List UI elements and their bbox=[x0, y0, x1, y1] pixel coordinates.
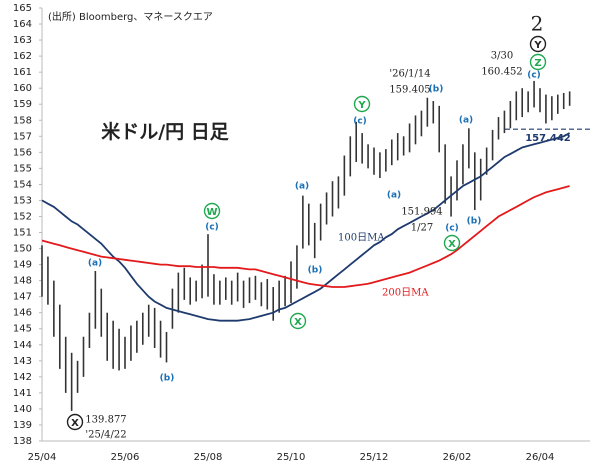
y-tick-label: 143 bbox=[13, 356, 32, 367]
wave-label: W bbox=[206, 207, 217, 218]
y-tick-label: 164 bbox=[13, 19, 32, 30]
x-tick-label: 25/10 bbox=[277, 452, 306, 463]
y-tick-label: 156 bbox=[13, 147, 32, 158]
y-tick-label: 152 bbox=[13, 211, 32, 222]
sub-wave-label: (c) bbox=[527, 71, 541, 81]
price-note: 151.994 bbox=[401, 207, 442, 218]
y-tick-label: 155 bbox=[13, 163, 32, 174]
y-tick-label: 151 bbox=[13, 228, 32, 239]
y-tick-label: 145 bbox=[13, 324, 32, 335]
price-note: 1/27 bbox=[411, 223, 433, 234]
sub-wave-label: (b) bbox=[429, 85, 444, 95]
wave-label: X bbox=[294, 317, 302, 328]
y-tick-label: 154 bbox=[13, 179, 32, 190]
wave-degree: 2 bbox=[531, 12, 544, 36]
y-tick-label: 147 bbox=[13, 292, 32, 303]
plot-area: 138 139 140 141 142 143 144 145 146 147 148 149 150 1… bbox=[13, 3, 590, 463]
x-tick-label: 25/12 bbox=[360, 452, 389, 463]
y-tick-label: 141 bbox=[13, 388, 32, 399]
sub-wave-label: (c) bbox=[353, 117, 367, 127]
y-tick-label: 158 bbox=[13, 115, 32, 126]
ma-label: 100日MA bbox=[338, 233, 385, 244]
reference-label: 157.442 bbox=[525, 133, 571, 144]
y-tick-label: 150 bbox=[13, 244, 32, 255]
chart-title: 米ドル/円 日足 bbox=[101, 120, 230, 143]
y-tick-label: 142 bbox=[13, 372, 32, 383]
wave-marker: X bbox=[66, 413, 84, 431]
y-tick-label: 163 bbox=[13, 35, 32, 46]
y-tick-label: 148 bbox=[13, 276, 32, 287]
sub-wave-label: (c) bbox=[205, 223, 219, 233]
y-tick-label: 153 bbox=[13, 195, 32, 206]
y-tick-label: 159 bbox=[13, 99, 32, 110]
sub-wave-label: (b) bbox=[467, 217, 482, 227]
y-tick-label: 139 bbox=[13, 420, 32, 431]
wave-label: X bbox=[71, 418, 79, 429]
wave-label: Z bbox=[534, 58, 541, 69]
wave-label: Y bbox=[357, 100, 366, 111]
sub-wave-label: (b) bbox=[308, 266, 323, 276]
x-tick-label: 25/06 bbox=[111, 452, 140, 463]
y-tick-label: 146 bbox=[13, 308, 32, 319]
x-tick-label: 26/04 bbox=[526, 452, 555, 463]
price-note: 3/30 bbox=[491, 51, 513, 62]
sub-wave-label: (a) bbox=[459, 116, 473, 126]
wave-label: Y bbox=[533, 40, 542, 51]
ma-label: 200日MA bbox=[382, 288, 429, 299]
y-tick-label: 138 bbox=[13, 436, 32, 447]
y-tick-label: 165 bbox=[13, 3, 32, 14]
price-note: 160.452 bbox=[481, 67, 522, 78]
y-tick-label: 160 bbox=[13, 83, 32, 94]
y-tick-label: 140 bbox=[13, 404, 32, 415]
x-tick-label: 25/04 bbox=[28, 452, 57, 463]
x-tick-label: 25/08 bbox=[194, 452, 223, 463]
price-note: '25/4/22 bbox=[85, 430, 126, 441]
wave-marker: X bbox=[443, 234, 461, 252]
wave-marker: Y bbox=[529, 35, 547, 53]
wave-marker: W bbox=[203, 202, 221, 220]
price-note: 139.877 bbox=[85, 415, 126, 426]
y-tick-label: 162 bbox=[13, 51, 32, 62]
wave-marker: Y bbox=[353, 95, 371, 113]
wave-marker: Z bbox=[529, 53, 547, 71]
sub-wave-label: (a) bbox=[387, 191, 401, 201]
y-tick-label: 161 bbox=[13, 67, 32, 78]
sub-wave-label: (a) bbox=[295, 182, 309, 192]
source: (出所) Bloomberg、マネースクエア bbox=[48, 10, 213, 23]
price-note: '26/1/14 bbox=[389, 69, 430, 80]
sub-wave-label: (b) bbox=[160, 374, 175, 384]
wave-label: X bbox=[448, 239, 456, 250]
wave-marker: X bbox=[289, 312, 307, 330]
y-tick-label: 149 bbox=[13, 260, 32, 271]
y-tick-label: 157 bbox=[13, 131, 32, 142]
moving-average-line bbox=[41, 185, 570, 288]
sub-wave-label: (c) bbox=[445, 224, 459, 234]
y-tick-label: 144 bbox=[13, 340, 32, 351]
price-note: 159.405 bbox=[389, 85, 430, 96]
x-tick-label: 26/02 bbox=[443, 452, 472, 463]
moving-average-line bbox=[41, 132, 571, 322]
sub-wave-label: (a) bbox=[88, 259, 102, 269]
